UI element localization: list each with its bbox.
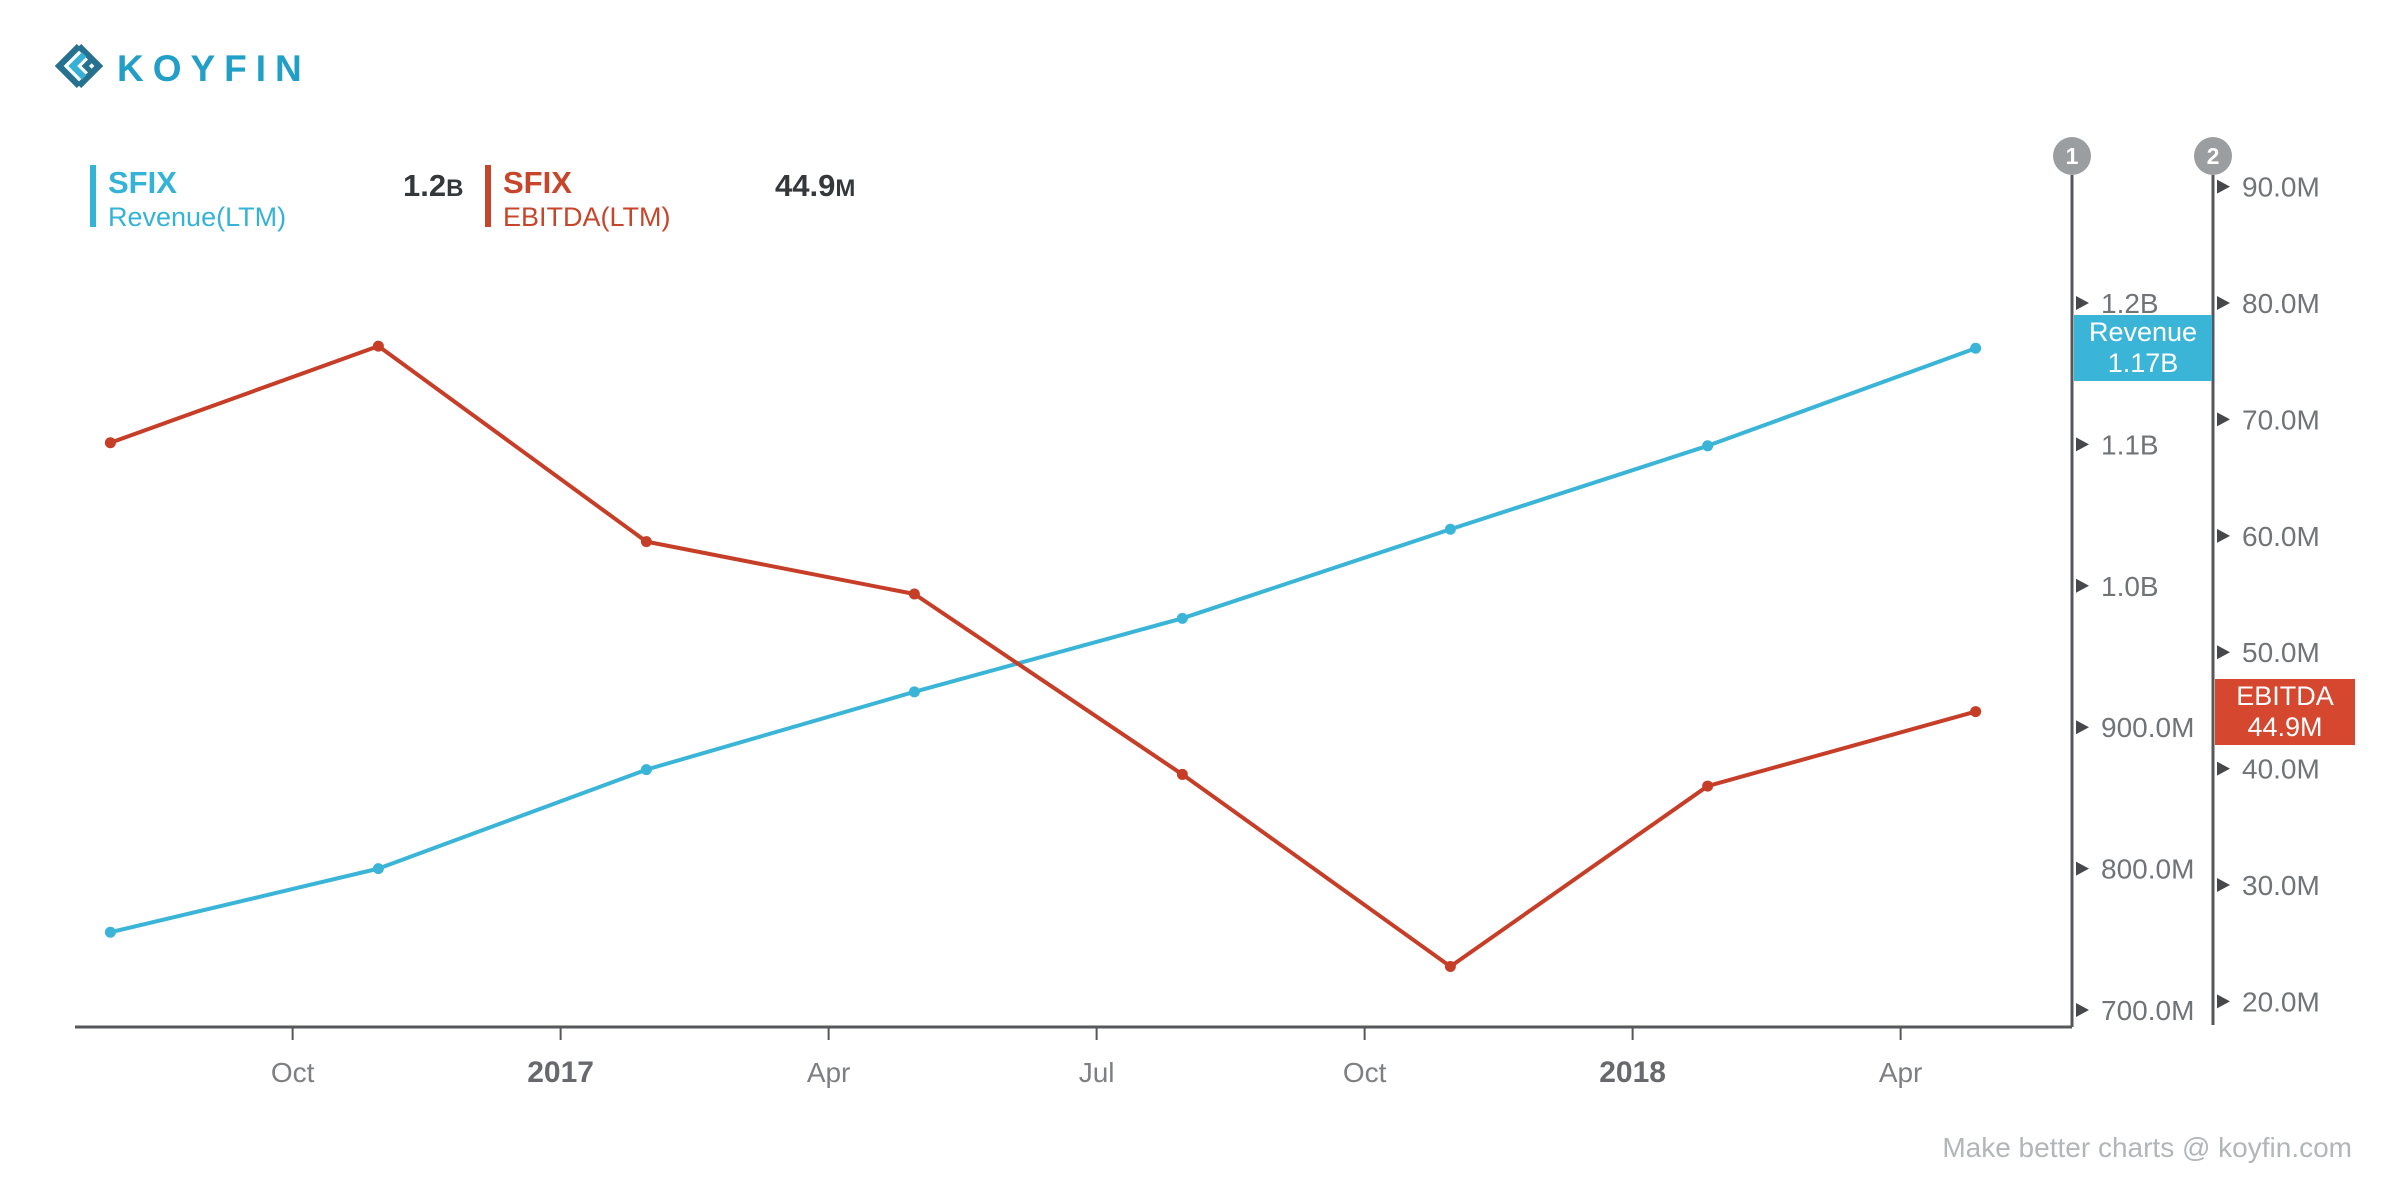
ebitda-data-point (372, 340, 384, 352)
revenue-data-point (372, 863, 384, 875)
y-axis-tick-arrow (2217, 761, 2230, 776)
revenue-data-point (640, 764, 652, 776)
y-axis-tick-label: 40.0M (2242, 754, 2320, 785)
y-axis-tick-arrow (2076, 720, 2089, 735)
y-axis-tick-arrow (2076, 861, 2089, 876)
y-axis-2-handle[interactable] (2194, 137, 2232, 175)
revenue-axis-marker: Revenue 1.17B (2074, 315, 2212, 382)
x-axis-tick-label: Jul (1079, 1057, 1115, 1088)
legend-ticker: SFIX (108, 165, 177, 200)
y-axis-1-handle[interactable] (2053, 137, 2091, 175)
y-axis-tick-label: 1.0B (2101, 571, 2159, 602)
revenue-data-point (908, 686, 920, 698)
legend-metric: EBITDA(LTM) (503, 202, 671, 232)
y-axis-tick-label: 1.2B (2101, 288, 2159, 319)
marker-label: EBITDA (2236, 680, 2334, 711)
y-axis-tick-arrow (2076, 578, 2089, 593)
marker-value: 44.9M (2247, 711, 2323, 742)
ebitda-line (108, 344, 1978, 969)
y-axis-tick-label: 50.0M (2242, 637, 2320, 668)
ebitda-data-point (908, 588, 920, 600)
y-axis-tick-arrow (2076, 295, 2089, 310)
ebitda-data-point (1176, 768, 1188, 780)
marker-label: Revenue (2088, 317, 2198, 348)
x-axis-tick-label: 2017 (527, 1056, 594, 1089)
logo-text: KOYFIN (117, 47, 311, 89)
x-axis-tick-label: Apr (1879, 1057, 1923, 1088)
legend-item-ebitda[interactable]: SFIX EBITDA(LTM) (503, 166, 671, 232)
y-axis-tick-label: 800.0M (2101, 854, 2194, 885)
ebitda-data-point (104, 437, 116, 449)
y-axis-tick-label: 90.0M (2242, 172, 2320, 203)
revenue-data-point (1970, 342, 1982, 354)
marker-value: 1.17B (2107, 348, 2179, 379)
revenue-data-point (1702, 440, 1714, 452)
y-axis-tick-label: 80.0M (2242, 288, 2320, 319)
y-axis-tick-label: 700.0M (2101, 995, 2194, 1026)
legend-metric: Revenue(LTM) (108, 202, 287, 232)
revenue-data-point (1444, 523, 1456, 535)
revenue-line (108, 346, 1978, 935)
revenue-data-point (1176, 612, 1188, 624)
revenue-data-point (104, 926, 116, 938)
y-axis-tick-arrow (2217, 179, 2230, 194)
y-axis-tick-arrow (2076, 1003, 2089, 1018)
ebitda-data-point (1970, 706, 1982, 718)
legend-color-bar-revenue (90, 165, 96, 227)
y-axis-1-number: 1 (2066, 143, 2079, 169)
legend-value-ebitda: 44.9M (775, 168, 856, 203)
ebitda-data-point (1444, 960, 1456, 972)
koyfin-logo: KOYFIN (54, 42, 311, 95)
x-axis-tick-label: Oct (1343, 1057, 1387, 1088)
y-axis-tick-arrow (2217, 528, 2230, 543)
y-axis-tick-arrow (2217, 878, 2230, 892)
legend-ticker: SFIX (503, 165, 572, 200)
y-axis-tick-arrow (2076, 437, 2089, 452)
ebitda-data-point (640, 536, 652, 548)
y-axis-2-number: 2 (2207, 143, 2220, 169)
y-axis-tick-label: 1.1B (2101, 429, 2159, 460)
x-axis-tick-label: Apr (807, 1057, 851, 1088)
y-axis-tick-label: 30.0M (2242, 870, 2320, 901)
y-axis-tick-arrow (2217, 994, 2230, 1009)
koyfin-diamond-chevrons-icon (54, 42, 104, 95)
y-axis-tick-label: 20.0M (2242, 986, 2320, 1017)
legend-item-revenue[interactable]: SFIX Revenue(LTM) (108, 166, 286, 232)
ebitda-data-point (1702, 780, 1714, 792)
y-axis-tick-arrow (2217, 296, 2230, 311)
x-axis-tick-label: 2018 (1599, 1056, 1666, 1089)
y-axis-tick-label: 70.0M (2242, 404, 2320, 435)
ebitda-axis-marker: EBITDA 44.9M (2215, 678, 2355, 745)
y-axis-tick-label: 60.0M (2242, 521, 2320, 552)
y-axis-tick-label: 900.0M (2101, 712, 2194, 743)
y-axis-tick-arrow (2217, 645, 2230, 660)
y-axis-tick-arrow (2217, 412, 2230, 427)
x-axis-tick-label: Oct (271, 1057, 315, 1088)
legend-color-bar-ebitda (485, 165, 491, 227)
koyfin-watermark: Make better charts @ koyfin.com (1942, 1132, 2352, 1163)
legend-value-revenue: 1.2B (403, 168, 464, 203)
